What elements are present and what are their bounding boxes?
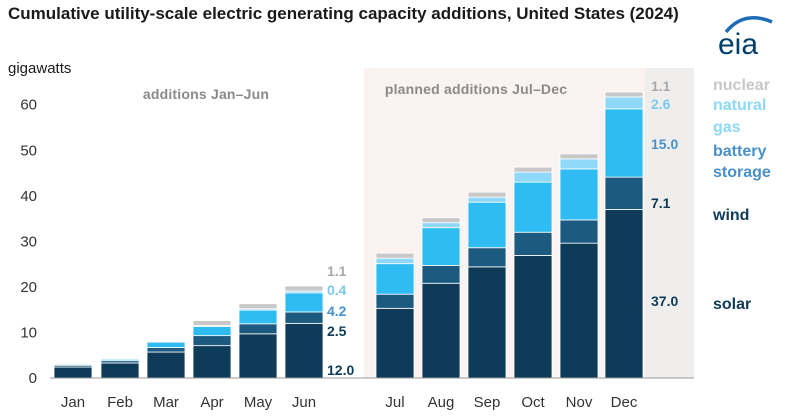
y-tick-20: 20 <box>20 279 37 296</box>
bar-dec-natural-gas <box>604 96 644 110</box>
y-axis-unit: gigawatts <box>8 60 72 77</box>
bar-oct-natural-gas <box>513 171 553 183</box>
bar-nov-solar <box>559 242 599 379</box>
bar-feb-solar <box>100 362 140 379</box>
label-dec-natural-gas: 2.6 <box>651 96 671 112</box>
legend-solar: solar <box>713 296 751 313</box>
legend-wind: wind <box>712 207 749 224</box>
bar-sep-solar <box>467 266 507 379</box>
label-jun-solar: 12.0 <box>327 362 354 378</box>
label-dec-battery-storage: 15.0 <box>651 136 678 152</box>
y-tick-10: 10 <box>20 324 37 341</box>
y-tick-0: 0 <box>29 370 37 387</box>
bar-sep-wind <box>467 247 507 268</box>
legend-nuclear: nuclear <box>713 77 770 94</box>
panel-label-2: planned additions Jul–Dec <box>385 81 567 97</box>
label-jun-nuclear: 1.1 <box>327 263 347 279</box>
bar-apr-nuclear <box>192 320 232 327</box>
bar-oct-battery-storage <box>513 181 553 233</box>
x-tick-may: May <box>244 394 273 411</box>
bar-sep-battery-storage <box>467 201 507 249</box>
x-tick-mar: Mar <box>153 394 179 411</box>
legend-battery-storage-line-2: storage <box>713 164 771 181</box>
bar-oct-wind <box>513 231 553 256</box>
bar-sep-nuclear <box>467 191 507 198</box>
bar-aug-solar <box>421 282 461 379</box>
bar-jul-natural-gas <box>375 257 415 265</box>
bar-oct-nuclear <box>513 166 553 173</box>
bar-jan-solar <box>53 366 93 379</box>
bar-mar-battery-storage <box>146 341 186 348</box>
bar-may-wind <box>238 323 278 335</box>
chart-title: Cumulative utility-scale electric genera… <box>8 4 679 23</box>
panel-label-1: additions Jan–Jun <box>143 86 269 102</box>
bar-apr-solar <box>192 345 232 379</box>
x-tick-oct: Oct <box>521 394 545 411</box>
bar-jun-battery-storage <box>284 292 324 313</box>
bar-apr-wind <box>192 335 232 347</box>
x-tick-sep: Sep <box>474 394 501 411</box>
bar-mar-solar <box>146 351 186 379</box>
bar-nov-battery-storage <box>559 168 599 221</box>
x-tick-jul: Jul <box>385 394 404 411</box>
label-dec-solar: 37.0 <box>651 293 678 309</box>
x-tick-aug: Aug <box>428 394 455 411</box>
bar-aug-natural-gas <box>421 222 461 229</box>
bar-jul-wind <box>375 293 415 309</box>
bar-mar-nuclear <box>146 340 186 342</box>
planned-dec-label-band <box>645 68 694 378</box>
bar-mar-wind <box>146 347 186 353</box>
bar-dec-battery-storage <box>604 108 644 178</box>
label-dec-wind: 7.1 <box>651 195 671 211</box>
y-tick-40: 40 <box>20 188 37 205</box>
label-jun-wind: 2.5 <box>327 323 347 339</box>
x-tick-feb: Feb <box>107 394 133 411</box>
bar-jul-battery-storage <box>375 263 415 295</box>
x-tick-nov: Nov <box>566 394 593 411</box>
bar-feb-battery-storage <box>100 358 140 362</box>
x-tick-dec: Dec <box>611 394 638 411</box>
bar-aug-nuclear <box>421 217 461 224</box>
y-tick-30: 30 <box>20 233 37 250</box>
bar-dec-solar <box>604 209 644 379</box>
legend-battery-storage-line-1: battery <box>713 143 766 160</box>
legend-natural-gas-line-1: natural <box>713 97 766 114</box>
bar-dec-wind <box>604 176 644 210</box>
x-tick-jun: Jun <box>292 394 316 411</box>
bar-apr-battery-storage <box>192 326 232 337</box>
x-tick-jan: Jan <box>61 394 85 411</box>
bar-nov-natural-gas <box>559 158 599 170</box>
bar-may-nuclear <box>238 303 278 310</box>
bar-sep-natural-gas <box>467 196 507 203</box>
bar-jun-nuclear <box>284 285 324 292</box>
bar-jul-solar <box>375 307 415 379</box>
bar-may-solar <box>238 333 278 379</box>
bar-nov-nuclear <box>559 153 599 160</box>
bar-jun-solar <box>284 322 324 379</box>
bar-jun-wind <box>284 311 324 324</box>
label-jun-battery-storage: 4.2 <box>327 303 347 319</box>
label-jun-natural-gas: 0.4 <box>327 282 347 298</box>
x-tick-apr: Apr <box>200 394 223 411</box>
eia-logo: eia <box>718 16 773 60</box>
bar-nov-wind <box>559 219 599 244</box>
y-tick-60: 60 <box>20 97 37 114</box>
bar-aug-wind <box>421 265 461 284</box>
bar-jan-battery-storage <box>53 363 93 366</box>
bar-may-battery-storage <box>238 309 278 325</box>
legend-natural-gas-line-2: gas <box>713 119 741 136</box>
y-tick-50: 50 <box>20 142 37 159</box>
eia-logo-text: eia <box>718 28 758 60</box>
bar-jul-nuclear <box>375 252 415 259</box>
label-dec-nuclear: 1.1 <box>651 78 671 94</box>
bar-aug-battery-storage <box>421 227 461 266</box>
bar-oct-solar <box>513 255 553 379</box>
eia-logo-arc <box>724 16 773 34</box>
bar-dec-nuclear <box>604 91 644 98</box>
